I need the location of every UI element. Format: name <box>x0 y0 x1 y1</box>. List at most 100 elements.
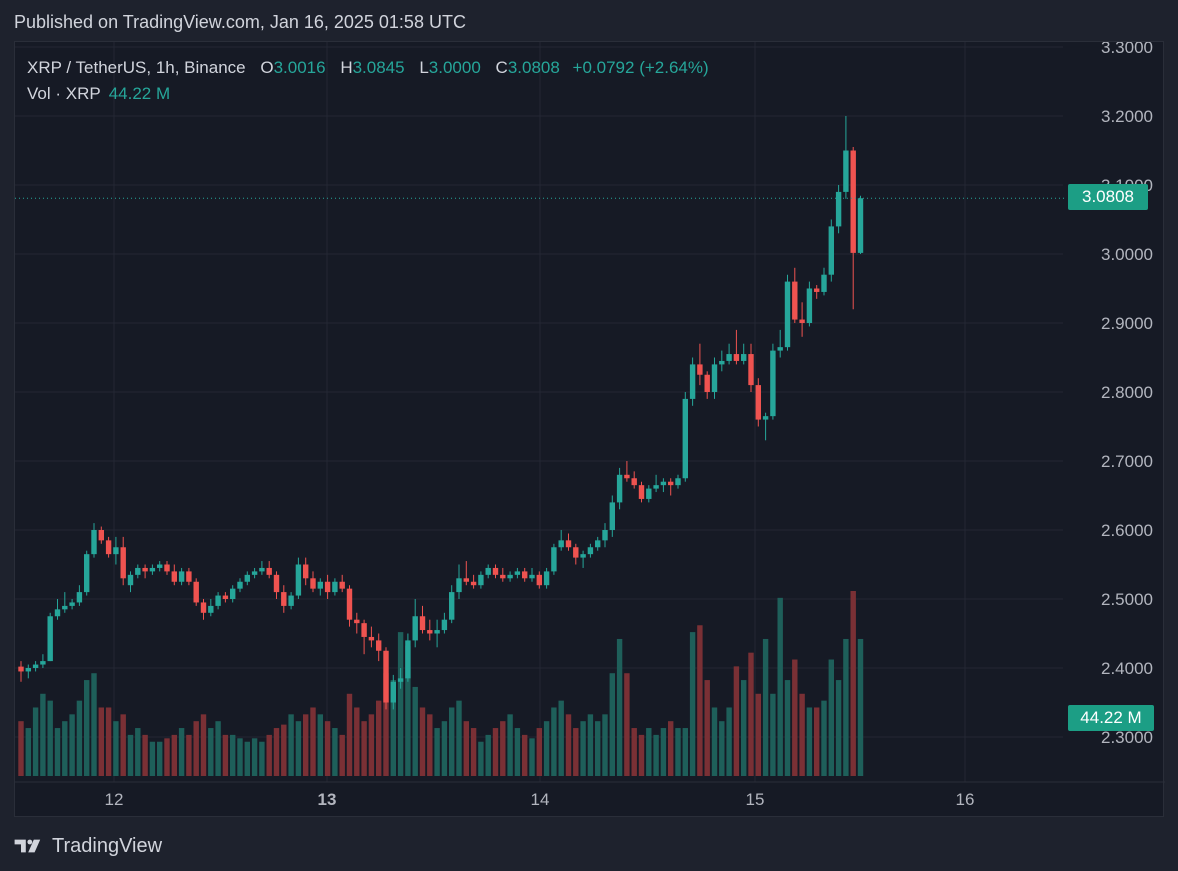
candle-body[interactable] <box>390 681 396 703</box>
candle-body[interactable] <box>164 564 170 572</box>
candle-body[interactable] <box>113 547 119 555</box>
candle-body[interactable] <box>62 605 68 610</box>
candle-body[interactable] <box>427 630 433 634</box>
candle-body[interactable] <box>821 274 827 292</box>
candle-body[interactable] <box>492 567 499 575</box>
candle-body[interactable] <box>25 668 31 672</box>
candle-body[interactable] <box>602 530 608 541</box>
candle-body[interactable] <box>361 623 367 637</box>
candle-body[interactable] <box>536 574 542 586</box>
candle-body[interactable] <box>689 364 696 399</box>
candle-body[interactable] <box>368 636 375 641</box>
candle-body[interactable] <box>799 319 805 323</box>
candle-body[interactable] <box>40 661 46 665</box>
symbol-label[interactable]: XRP / TetherUS, 1h, Binance <box>27 58 246 77</box>
candle-body[interactable] <box>551 547 557 572</box>
candle-body[interactable] <box>485 567 491 575</box>
candle-body[interactable] <box>704 374 710 392</box>
footer-brand[interactable]: TradingView <box>14 834 162 858</box>
candle-body[interactable] <box>339 581 345 589</box>
candle-body[interactable] <box>631 478 637 486</box>
candle-body[interactable] <box>419 616 426 631</box>
candle-body[interactable] <box>595 540 601 548</box>
candle-body[interactable] <box>397 678 404 682</box>
candle-body[interactable] <box>777 347 783 351</box>
candle-body[interactable] <box>792 281 798 320</box>
candle-body[interactable] <box>806 288 813 324</box>
candle-body[interactable] <box>668 481 674 486</box>
candle-body[interactable] <box>558 540 564 548</box>
candle-body[interactable] <box>675 478 681 486</box>
candle-body[interactable] <box>507 574 513 579</box>
candle-body[interactable] <box>682 398 688 479</box>
candle-body[interactable] <box>646 488 652 499</box>
candle-body[interactable] <box>580 554 586 558</box>
candle-body[interactable] <box>755 385 761 420</box>
candle-body[interactable] <box>828 226 834 275</box>
candle-body[interactable] <box>324 581 331 593</box>
candle-body[interactable] <box>638 485 645 499</box>
candle-body[interactable] <box>653 485 659 489</box>
candle-body[interactable] <box>434 630 440 634</box>
candle-body[interactable] <box>733 354 740 361</box>
candle-body[interactable] <box>18 666 24 672</box>
candle-body[interactable] <box>98 530 104 541</box>
candle-body[interactable] <box>412 616 418 641</box>
candle-body[interactable] <box>120 547 126 579</box>
candle-body[interactable] <box>230 588 236 599</box>
candle-body[interactable] <box>573 547 579 558</box>
candle-body[interactable] <box>456 578 462 593</box>
candle-body[interactable] <box>54 609 61 617</box>
candle-body[interactable] <box>317 581 323 589</box>
candle-body[interactable] <box>850 150 856 253</box>
candle-body[interactable] <box>449 592 455 620</box>
candle-body[interactable] <box>616 474 623 503</box>
volume-label[interactable]: Vol · XRP <box>27 84 101 103</box>
candle-body[interactable] <box>127 574 134 586</box>
candle-body[interactable] <box>814 288 820 292</box>
candle-body[interactable] <box>251 571 258 575</box>
candle-body[interactable] <box>303 564 309 579</box>
candle-body[interactable] <box>500 574 506 579</box>
candle-body[interactable] <box>543 571 550 586</box>
candle-body[interactable] <box>215 595 221 606</box>
candle-body[interactable] <box>748 354 754 386</box>
candle-body[interactable] <box>157 564 163 568</box>
candle-body[interactable] <box>84 554 90 593</box>
candle-body[interactable] <box>332 581 338 593</box>
candle-body[interactable] <box>741 354 747 361</box>
candle-body[interactable] <box>142 567 148 572</box>
candle-body[interactable] <box>726 354 732 361</box>
candle-body[interactable] <box>835 191 842 227</box>
candle-body[interactable] <box>244 574 250 582</box>
candle-body[interactable] <box>281 592 287 606</box>
candle-body[interactable] <box>105 540 112 555</box>
candle-body[interactable] <box>719 360 725 365</box>
candle-body[interactable] <box>193 581 199 603</box>
candle-body[interactable] <box>259 567 265 572</box>
candle-body[interactable] <box>843 150 849 192</box>
candle-body[interactable] <box>470 581 477 586</box>
candle-body[interactable] <box>383 650 389 703</box>
candle-body[interactable] <box>441 619 448 631</box>
candle-body[interactable] <box>76 592 83 603</box>
candle-body[interactable] <box>522 571 528 579</box>
candle-body[interactable] <box>310 578 316 589</box>
candle-body[interactable] <box>47 616 53 662</box>
candle-body[interactable] <box>565 540 572 548</box>
candle-body[interactable] <box>609 502 615 530</box>
candle-body[interactable] <box>857 198 864 253</box>
candle-body[interactable] <box>135 567 141 575</box>
candle-body[interactable] <box>171 571 177 582</box>
candle-body[interactable] <box>529 574 535 579</box>
candle-body[interactable] <box>237 581 243 589</box>
candlestick-chart[interactable]: 2.3000 2.4000 2.5000 2.6000 2.7000 2.8000 2.90… <box>15 42 1165 818</box>
candle-body[interactable] <box>32 664 39 668</box>
candle-body[interactable] <box>91 530 97 555</box>
candle-body[interactable] <box>463 578 469 582</box>
candle-body[interactable] <box>266 567 272 575</box>
candle-body[interactable] <box>354 619 360 624</box>
candle-body[interactable] <box>222 595 229 599</box>
candle-body[interactable] <box>405 640 411 679</box>
candle-body[interactable] <box>770 350 776 417</box>
